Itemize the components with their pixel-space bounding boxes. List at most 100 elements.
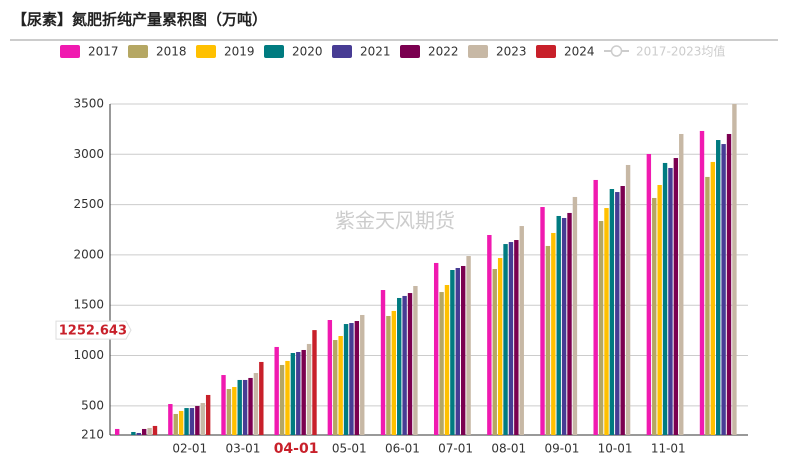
bar (657, 184, 662, 435)
x-tick-label: 11-01 (651, 442, 686, 456)
bar (205, 394, 211, 435)
bar (699, 130, 705, 435)
legend-swatch[interactable] (332, 45, 352, 58)
bar (508, 242, 514, 435)
bar (147, 427, 152, 435)
bar (460, 265, 466, 435)
bar (279, 364, 285, 435)
y-tick-label: 3000 (73, 147, 104, 161)
axis-pointer-label: 1252.643 (59, 324, 127, 339)
bar (668, 167, 673, 435)
legend-label[interactable]: 2023 (496, 45, 527, 59)
y-tick-label: 500 (81, 398, 104, 412)
bar (274, 346, 279, 435)
legend-label[interactable]: 2024 (564, 45, 595, 59)
bar (114, 428, 120, 435)
bar (551, 232, 556, 435)
x-tick-label: 07-01 (438, 442, 473, 456)
bar (386, 315, 391, 435)
bar (540, 207, 545, 435)
bar (407, 293, 413, 435)
bar (732, 104, 737, 435)
bar (572, 196, 578, 435)
bar (296, 351, 301, 435)
bar (625, 164, 631, 435)
bar (152, 425, 158, 435)
x-tick-label: 04-01 (274, 441, 319, 457)
bar (455, 267, 460, 435)
bar (391, 310, 397, 435)
bar (492, 268, 497, 435)
x-tick-label: 08-01 (491, 442, 526, 456)
legend-label[interactable]: 2017-2023均值 (636, 44, 725, 59)
x-tick-label: 05-01 (332, 442, 367, 456)
bar (726, 133, 732, 436)
legend-label[interactable]: 2021 (360, 45, 391, 59)
bar (679, 133, 684, 436)
bar (168, 404, 173, 435)
bar (131, 431, 136, 435)
legend-circle-icon[interactable] (610, 45, 623, 57)
x-tick-label: 03-01 (225, 442, 260, 456)
bar (349, 323, 354, 435)
bar (312, 330, 317, 435)
bar (609, 189, 615, 435)
legend-swatch[interactable] (468, 45, 488, 58)
chart-title: 【尿素】氮肥折纯产量累积图（万吨） (12, 11, 267, 29)
bar (195, 406, 200, 435)
bar (673, 158, 679, 436)
legend-swatch[interactable] (536, 45, 556, 58)
bar (503, 244, 508, 435)
bar (141, 428, 147, 435)
bar (466, 256, 471, 435)
bar (397, 297, 402, 435)
bar (354, 321, 360, 435)
bar (620, 185, 625, 435)
bar (173, 413, 178, 435)
bar (556, 215, 561, 435)
legend-label[interactable]: 2020 (292, 45, 323, 59)
bar (333, 340, 338, 435)
bar (519, 226, 524, 435)
bar (705, 176, 710, 435)
legend-swatch[interactable] (128, 45, 148, 58)
bar (402, 295, 407, 435)
bar (514, 240, 519, 435)
bar (545, 245, 551, 435)
bar (306, 343, 312, 435)
bar (662, 162, 668, 435)
bar (178, 410, 184, 435)
axis-pointer-box (55, 320, 132, 340)
bar (136, 432, 141, 435)
x-tick-label: 06-01 (385, 442, 420, 456)
legend-label[interactable]: 2019 (224, 45, 255, 59)
legend-label[interactable]: 2018 (156, 45, 187, 59)
bar (242, 379, 248, 435)
x-tick-label: 09-01 (544, 442, 579, 456)
legend-swatch[interactable] (400, 45, 420, 58)
bar (184, 408, 189, 435)
bar (200, 403, 205, 435)
legend-label[interactable]: 2017 (88, 45, 119, 59)
bar (221, 375, 226, 435)
bar (237, 379, 242, 435)
bar (593, 179, 598, 435)
x-tick-label: 10-01 (598, 442, 633, 456)
legend-swatch[interactable] (60, 45, 80, 58)
y-tick-label: 3500 (73, 97, 104, 111)
legend-swatch[interactable] (264, 45, 284, 58)
bar (285, 360, 290, 435)
bar (604, 208, 609, 435)
bar (338, 336, 343, 435)
bar (497, 258, 503, 435)
bar (413, 285, 418, 435)
legend-swatch[interactable] (196, 45, 216, 58)
bar (327, 320, 333, 435)
y-tick-label: 2000 (73, 247, 104, 261)
bar (433, 262, 439, 435)
bar (450, 270, 455, 435)
bar (710, 161, 716, 436)
legend-label[interactable]: 2022 (428, 45, 459, 59)
bar (253, 373, 259, 435)
